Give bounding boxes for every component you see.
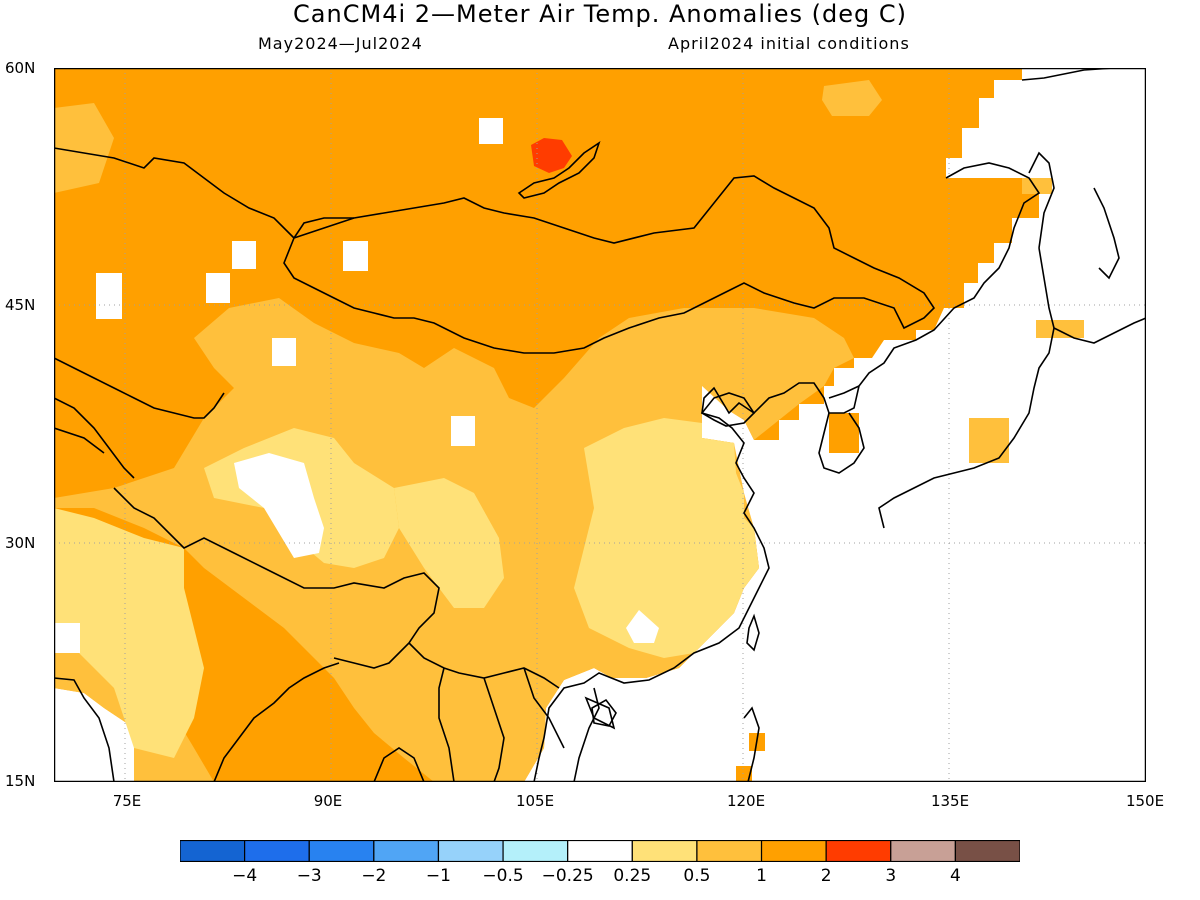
colorbar-label: 3 (885, 866, 897, 886)
lon-label-105e: 105E (515, 792, 555, 810)
colorbar-label: 2 (820, 866, 832, 886)
lat-label-45n: 45N (5, 296, 36, 314)
coastline-southeast-asia (573, 687, 616, 782)
anomaly-region-white-5 (272, 338, 296, 366)
forecast-period: May2024—Jul2024 (258, 34, 423, 53)
border-himalaya (113, 487, 440, 669)
anomaly-region-white-4 (343, 241, 368, 271)
anomaly-region-white-tibet (234, 453, 324, 558)
coastline-kamchatka (1093, 187, 1120, 280)
anomaly-region-white-2 (206, 273, 230, 303)
coastline-korea (818, 412, 865, 474)
colorbar-swatch (954, 840, 1020, 862)
colorbar-swatch (567, 840, 633, 862)
anomaly-region-white-7 (479, 118, 503, 144)
colorbar-swatch (437, 840, 504, 862)
graticule (54, 68, 1146, 782)
colorbar-swatch (373, 840, 440, 862)
coastline-luzon (743, 706, 760, 782)
border-china-mongolia (283, 175, 936, 354)
initial-conditions: April2024 initial conditions (668, 34, 910, 53)
coastline-india (54, 662, 425, 782)
colorbar-swatch (631, 840, 698, 862)
lon-label-150e: 150E (1125, 792, 1165, 810)
lon-label-120e: 120E (726, 792, 766, 810)
colorbar-swatch (308, 840, 375, 862)
anomaly-region-light-orange-sakhalin (1022, 178, 1052, 194)
coastline-hainan (591, 698, 617, 727)
lon-label-90e: 90E (313, 792, 343, 810)
anomaly-region-white-8 (626, 610, 659, 643)
lake-baikal (517, 141, 601, 199)
lon-label-75e: 75E (112, 792, 142, 810)
lon-label-135e: 135E (930, 792, 970, 810)
colorbar-label: 4 (949, 866, 961, 886)
border-china-korea (828, 385, 860, 399)
lat-label-60n: 60N (5, 59, 36, 77)
border-russia-kazakhstan (54, 147, 354, 239)
colorbar-swatch (760, 840, 827, 862)
colorbar (180, 840, 1020, 862)
border-southeast-asia (408, 642, 565, 782)
colorbar-swatch (502, 840, 569, 862)
coastline-east-asia (533, 68, 1146, 782)
lat-label-30n: 30N (5, 534, 36, 552)
anomaly-region-yellow-east-china (574, 418, 759, 658)
coastline-japan (878, 247, 1146, 529)
colorbar-label: −0.25 (541, 866, 594, 886)
anomaly-region-yellow-india (54, 508, 204, 758)
anomaly-region-light-orange-west (54, 103, 114, 193)
map-canvas (54, 68, 1146, 782)
anomaly-map (54, 68, 1146, 782)
anomaly-region-light-orange-korea (829, 413, 859, 453)
colorbar-swatch (696, 840, 763, 862)
border-central-asia (54, 357, 225, 479)
colorbar-label: 0.5 (683, 866, 711, 886)
anomaly-region-white-9 (54, 623, 80, 653)
colorbar-label: −2 (361, 866, 387, 886)
map-frame (54, 68, 1146, 782)
map-title: CanCM4i 2—Meter Air Temp. Anomalies (deg… (293, 0, 907, 28)
coastline-sakhalin (1028, 151, 1055, 249)
colorbar-swatch (825, 840, 892, 862)
colorbar-label: −1 (425, 866, 451, 886)
anomaly-region-white-6 (451, 416, 475, 446)
anomaly-region-light-orange-northeast (822, 80, 882, 116)
colorbar-swatch (180, 840, 246, 862)
anomaly-region-orange-luzon (736, 766, 752, 782)
colorbar-swatch (244, 840, 310, 862)
colorbar-swatch (890, 840, 956, 862)
anomaly-region-white-1 (96, 273, 122, 319)
anomaly-region-red-baikal (531, 138, 572, 173)
colorbar-label: 0.25 (613, 866, 652, 886)
coastline-bohai (700, 392, 756, 427)
coastline-taiwan (746, 613, 760, 652)
anomaly-region-light-orange-hokkaido (1036, 320, 1084, 338)
colorbar-label: 1 (756, 866, 767, 886)
colorbar-label: −3 (296, 866, 322, 886)
colorbar-label: −4 (232, 866, 258, 886)
anomaly-region-light-orange-japan (969, 418, 1009, 463)
lat-label-15n: 15N (5, 772, 36, 790)
colorbar-label: −0.5 (482, 866, 524, 886)
anomaly-region-white-3 (232, 241, 256, 269)
